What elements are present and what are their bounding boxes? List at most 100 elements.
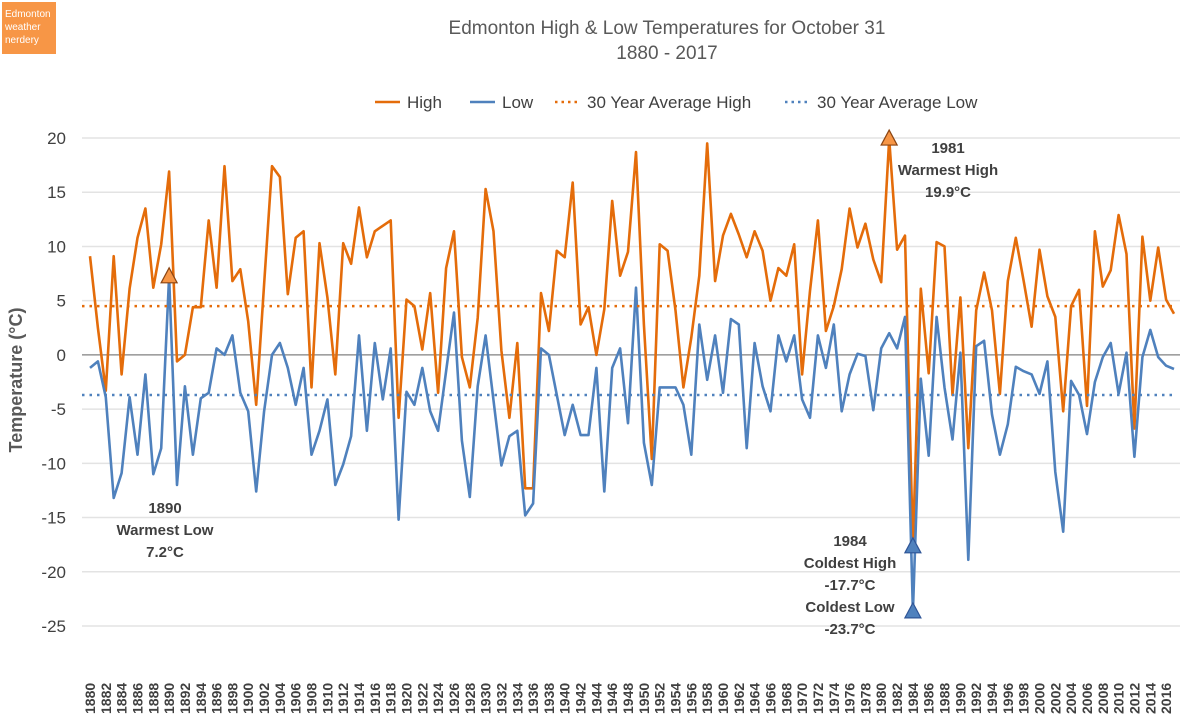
- annotation-label: Warmest High: [898, 162, 998, 179]
- x-tick-label: 1918: [383, 683, 399, 714]
- x-tick-label: 1938: [541, 683, 557, 714]
- annotation-label: 7.2°C: [146, 544, 184, 561]
- x-tick-label: 1930: [478, 683, 494, 714]
- y-tick-label: 5: [57, 292, 66, 311]
- x-tick-label: 1920: [398, 683, 414, 714]
- x-tick-label: 1956: [683, 683, 699, 714]
- x-tick-label: 1904: [272, 683, 288, 714]
- x-tick-label: 2014: [1142, 683, 1158, 714]
- annotation-marker: [160, 266, 179, 284]
- annotation-marker: [903, 536, 922, 554]
- x-tick-label: 1982: [889, 683, 905, 714]
- annotation-label: Coldest Low: [805, 599, 894, 616]
- x-tick-label: 1950: [636, 683, 652, 714]
- y-tick-label: 15: [47, 183, 66, 202]
- x-tick-label: 1924: [430, 683, 446, 714]
- x-tick-label: 1944: [588, 683, 604, 714]
- x-tick-label: 1976: [842, 683, 858, 714]
- x-tick-label: 1912: [335, 683, 351, 714]
- x-tick-label: 1970: [794, 683, 810, 714]
- y-tick-label: -25: [41, 617, 66, 636]
- x-tick-label: 1886: [129, 683, 145, 714]
- x-tick-label: 1942: [573, 683, 589, 714]
- x-tick-label: 1884: [114, 683, 130, 714]
- x-tick-label: 1894: [193, 683, 209, 714]
- x-tick-label: 1882: [98, 683, 114, 714]
- annotation-label: 1890: [148, 500, 181, 517]
- annotation-label: 19.9°C: [925, 184, 971, 201]
- annotation-marker: [880, 128, 899, 146]
- legend-label: 30 Year Average Low: [817, 93, 978, 112]
- series-line-low: [89, 275, 1175, 614]
- x-tick-label: 1972: [810, 683, 826, 714]
- y-tick-label: 10: [47, 237, 66, 256]
- x-tick-label: 1926: [446, 683, 462, 714]
- y-tick-label: 0: [57, 346, 66, 365]
- x-tick-label: 1896: [209, 683, 225, 714]
- x-tick-label: 1946: [604, 683, 620, 714]
- x-tick-label: 1980: [873, 683, 889, 714]
- x-tick-label: 1892: [177, 683, 193, 714]
- x-tick-label: 2010: [1111, 683, 1127, 714]
- x-tick-label: 1962: [731, 683, 747, 714]
- legend-label: 30 Year Average High: [587, 93, 751, 112]
- x-tick-label: 1898: [224, 683, 240, 714]
- x-tick-label: 1952: [652, 683, 668, 714]
- legend-label: Low: [502, 93, 534, 112]
- x-tick-label: 1888: [145, 683, 161, 714]
- y-tick-label: -20: [41, 563, 66, 582]
- annotation-marker: [903, 601, 922, 619]
- x-tick-label: 1880: [82, 683, 98, 714]
- chart-subtitle: 1880 - 2017: [616, 43, 717, 64]
- x-tick-label: 1994: [984, 683, 1000, 714]
- x-tick-label: 1964: [747, 683, 763, 714]
- x-tick-label: 1986: [921, 683, 937, 714]
- x-tick-label: 2016: [1158, 683, 1174, 714]
- x-tick-label: 1978: [857, 683, 873, 714]
- x-tick-label: 1984: [905, 683, 921, 714]
- y-tick-label: 20: [47, 129, 66, 148]
- x-tick-label: 1954: [668, 683, 684, 714]
- x-tick-label: 2008: [1095, 683, 1111, 714]
- x-tick-label: 1960: [715, 683, 731, 714]
- annotation-label: -17.7°C: [824, 577, 875, 594]
- chart-title: Edmonton High & Low Temperatures for Oct…: [449, 18, 886, 39]
- y-axis-label: Temperature (°C): [6, 308, 26, 453]
- x-tick-label: 1910: [319, 683, 335, 714]
- legend-label: High: [407, 93, 442, 112]
- x-tick-label: 1992: [968, 683, 984, 714]
- x-tick-label: 1998: [1016, 683, 1032, 714]
- x-tick-label: 1908: [304, 683, 320, 714]
- logo-badge: Edmonton weather nerdery: [2, 2, 56, 54]
- annotation-label: -23.7°C: [824, 621, 875, 638]
- x-tick-label: 2012: [1126, 683, 1142, 714]
- y-tick-label: -5: [51, 400, 66, 419]
- series-line-high: [88, 137, 1176, 549]
- x-tick-label: 1990: [952, 683, 968, 714]
- x-tick-label: 1934: [509, 683, 525, 714]
- annotation-label: Warmest Low: [117, 522, 214, 539]
- annotation-label: 1984: [833, 533, 867, 550]
- x-tick-label: 1916: [367, 683, 383, 714]
- x-tick-label: 2006: [1079, 683, 1095, 714]
- x-tick-label: 1932: [493, 683, 509, 714]
- x-tick-label: 1948: [620, 683, 636, 714]
- x-tick-label: 1974: [826, 683, 842, 714]
- x-tick-label: 1936: [525, 683, 541, 714]
- y-tick-label: -15: [41, 509, 66, 528]
- x-tick-label: 2002: [1047, 683, 1063, 714]
- x-tick-label: 1900: [240, 683, 256, 714]
- x-tick-label: 1940: [557, 683, 573, 714]
- annotation-label: 1981: [931, 140, 964, 157]
- x-tick-label: 1890: [161, 683, 177, 714]
- x-tick-label: 1928: [462, 683, 478, 714]
- x-tick-label: 2000: [1031, 683, 1047, 714]
- x-tick-label: 1914: [351, 683, 367, 714]
- x-tick-label: 1988: [937, 683, 953, 714]
- x-tick-label: 1922: [414, 683, 430, 714]
- x-tick-label: 1958: [699, 683, 715, 714]
- x-tick-label: 1968: [778, 683, 794, 714]
- legend: High Low 30 Year Average High 30 Year Avera…: [375, 93, 978, 112]
- x-tick-label: 1902: [256, 683, 272, 714]
